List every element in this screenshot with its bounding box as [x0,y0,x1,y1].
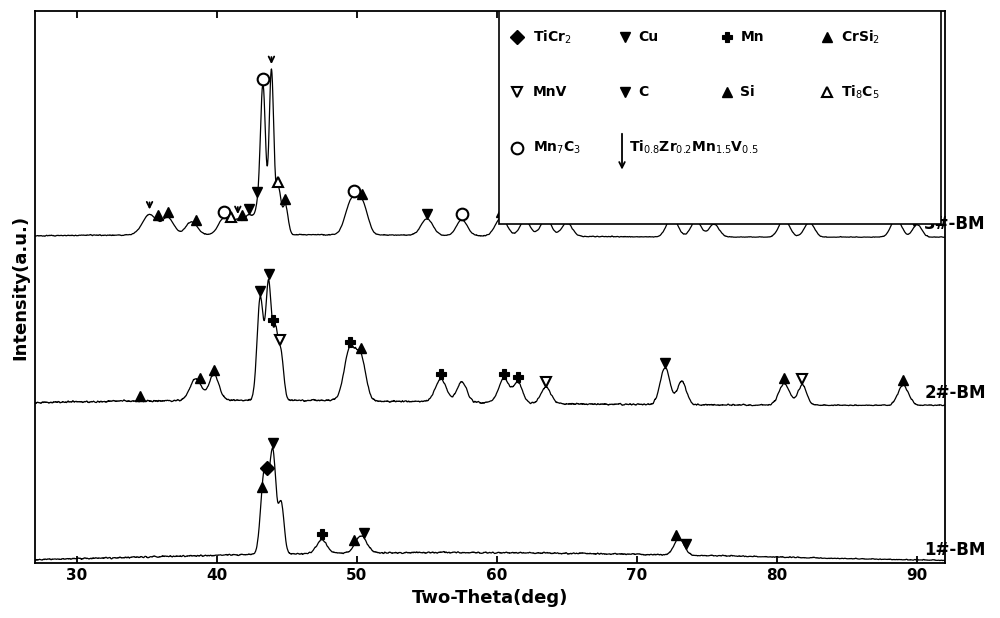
FancyBboxPatch shape [499,11,941,224]
Text: CrSi$_2$: CrSi$_2$ [841,28,880,46]
Text: Si: Si [740,85,755,99]
Text: 1#-BM: 1#-BM [924,541,986,559]
Text: Mn: Mn [740,30,764,44]
Y-axis label: Intensity(a.u.): Intensity(a.u.) [11,214,29,360]
Text: C: C [638,85,649,99]
X-axis label: Two-Theta(deg): Two-Theta(deg) [412,589,568,607]
Text: 2#-BM: 2#-BM [924,384,986,402]
Text: Ti$_8$C$_5$: Ti$_8$C$_5$ [841,83,879,101]
Text: MnV: MnV [533,85,567,99]
Text: Cu: Cu [638,30,659,44]
Text: TiCr$_2$: TiCr$_2$ [533,28,571,46]
Text: Ti$_{0.8}$Zr$_{0.2}$Mn$_{1.5}$V$_{0.5}$: Ti$_{0.8}$Zr$_{0.2}$Mn$_{1.5}$V$_{0.5}$ [629,139,759,156]
Text: 3#-BM: 3#-BM [924,215,986,233]
Text: Mn$_7$C$_3$: Mn$_7$C$_3$ [533,139,581,156]
